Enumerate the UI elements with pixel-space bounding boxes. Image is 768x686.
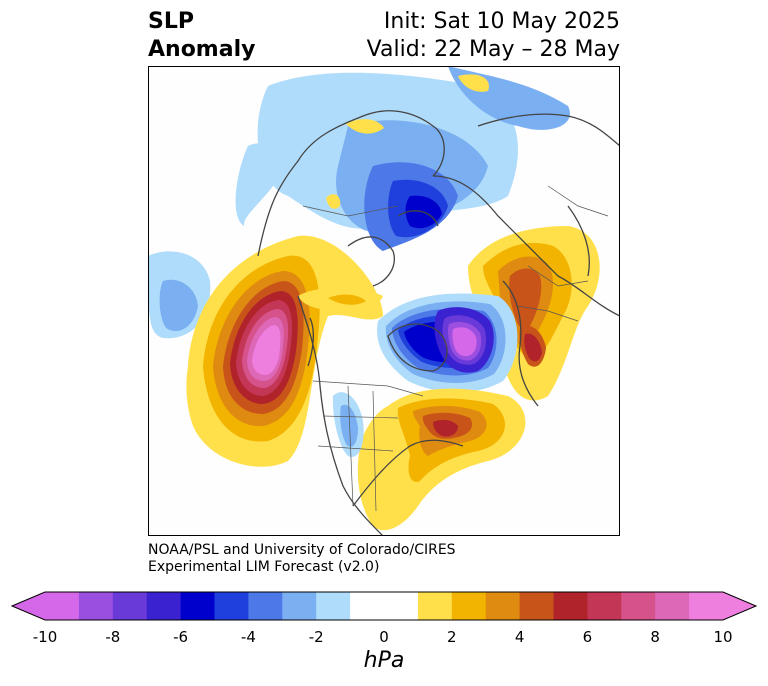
data-credit: NOAA/PSL and University of Colorado/CIRE… [148,542,456,576]
init-date: Init: Sat 10 May 2025 [383,9,620,34]
colorbar-bin [384,592,419,620]
colorbar [10,591,758,621]
colorbar-unit-label: hPa [363,648,405,673]
colorbar-extend-high [723,592,756,620]
colorbar-tick-label: -4 [240,628,256,646]
colorbar-bin [655,592,690,620]
colorbar-bin [350,592,385,620]
north-atlantic-dipole [377,293,518,393]
colorbar-tick-label: 2 [447,628,457,646]
colorbar-bin [621,592,656,620]
colorbar-outline [10,591,758,621]
colorbar-tick-label: -2 [308,628,324,646]
colorbar-bin [417,592,453,620]
colorbar-bin [451,592,487,620]
west-pacific-low-anomaly [148,251,211,339]
credit-line-2: Experimental LIM Forecast (v2.0) [148,559,380,575]
colorbar-bin [248,592,283,620]
title-variable: SLP [148,9,194,34]
colorbar-bin [112,592,148,620]
colorbar-bin [282,592,317,620]
title-variable-type: Anomaly [148,37,256,62]
borders [302,185,609,512]
credit-line-1: NOAA/PSL and University of Colorado/CIRE… [148,542,456,558]
colorbar-bin [689,592,724,620]
colorbar-tick-label: 6 [582,628,593,646]
coastlines [257,110,620,536]
east-us-high-anomaly [357,388,526,531]
map-title-right: Init: Sat 10 May 2025 Valid: 22 May – 28… [367,8,620,64]
colorbar-extend-low [12,592,45,620]
colorbar-tick-label: 10 [713,628,733,646]
map-title-left: SLP Anomaly [148,8,255,64]
colorbar-bin [316,592,351,620]
valid-range: Valid: 22 May – 28 May [366,37,620,62]
colorbar-bin [214,592,249,620]
colorbar-tick-label: -6 [173,628,189,646]
colorbar-bin [485,592,521,620]
colorbar-bin [45,592,80,620]
colorbar-tick-label: 0 [379,628,389,646]
colorbar-bin [519,592,554,620]
colorbar-tick-label: -10 [32,628,58,646]
colorbar-tick-label: 4 [514,628,525,646]
europe-high-anomaly [468,226,600,401]
colorbar-bin [180,592,215,620]
colorbar-tick-label: -8 [105,628,121,646]
colorbar-bin [553,592,588,620]
colorbar-bin [146,592,182,620]
colorbar-tick-label: 8 [650,628,660,646]
colorbar-bin [587,592,622,620]
colorbar-bin [78,592,114,620]
slp-anomaly-map [148,66,620,536]
